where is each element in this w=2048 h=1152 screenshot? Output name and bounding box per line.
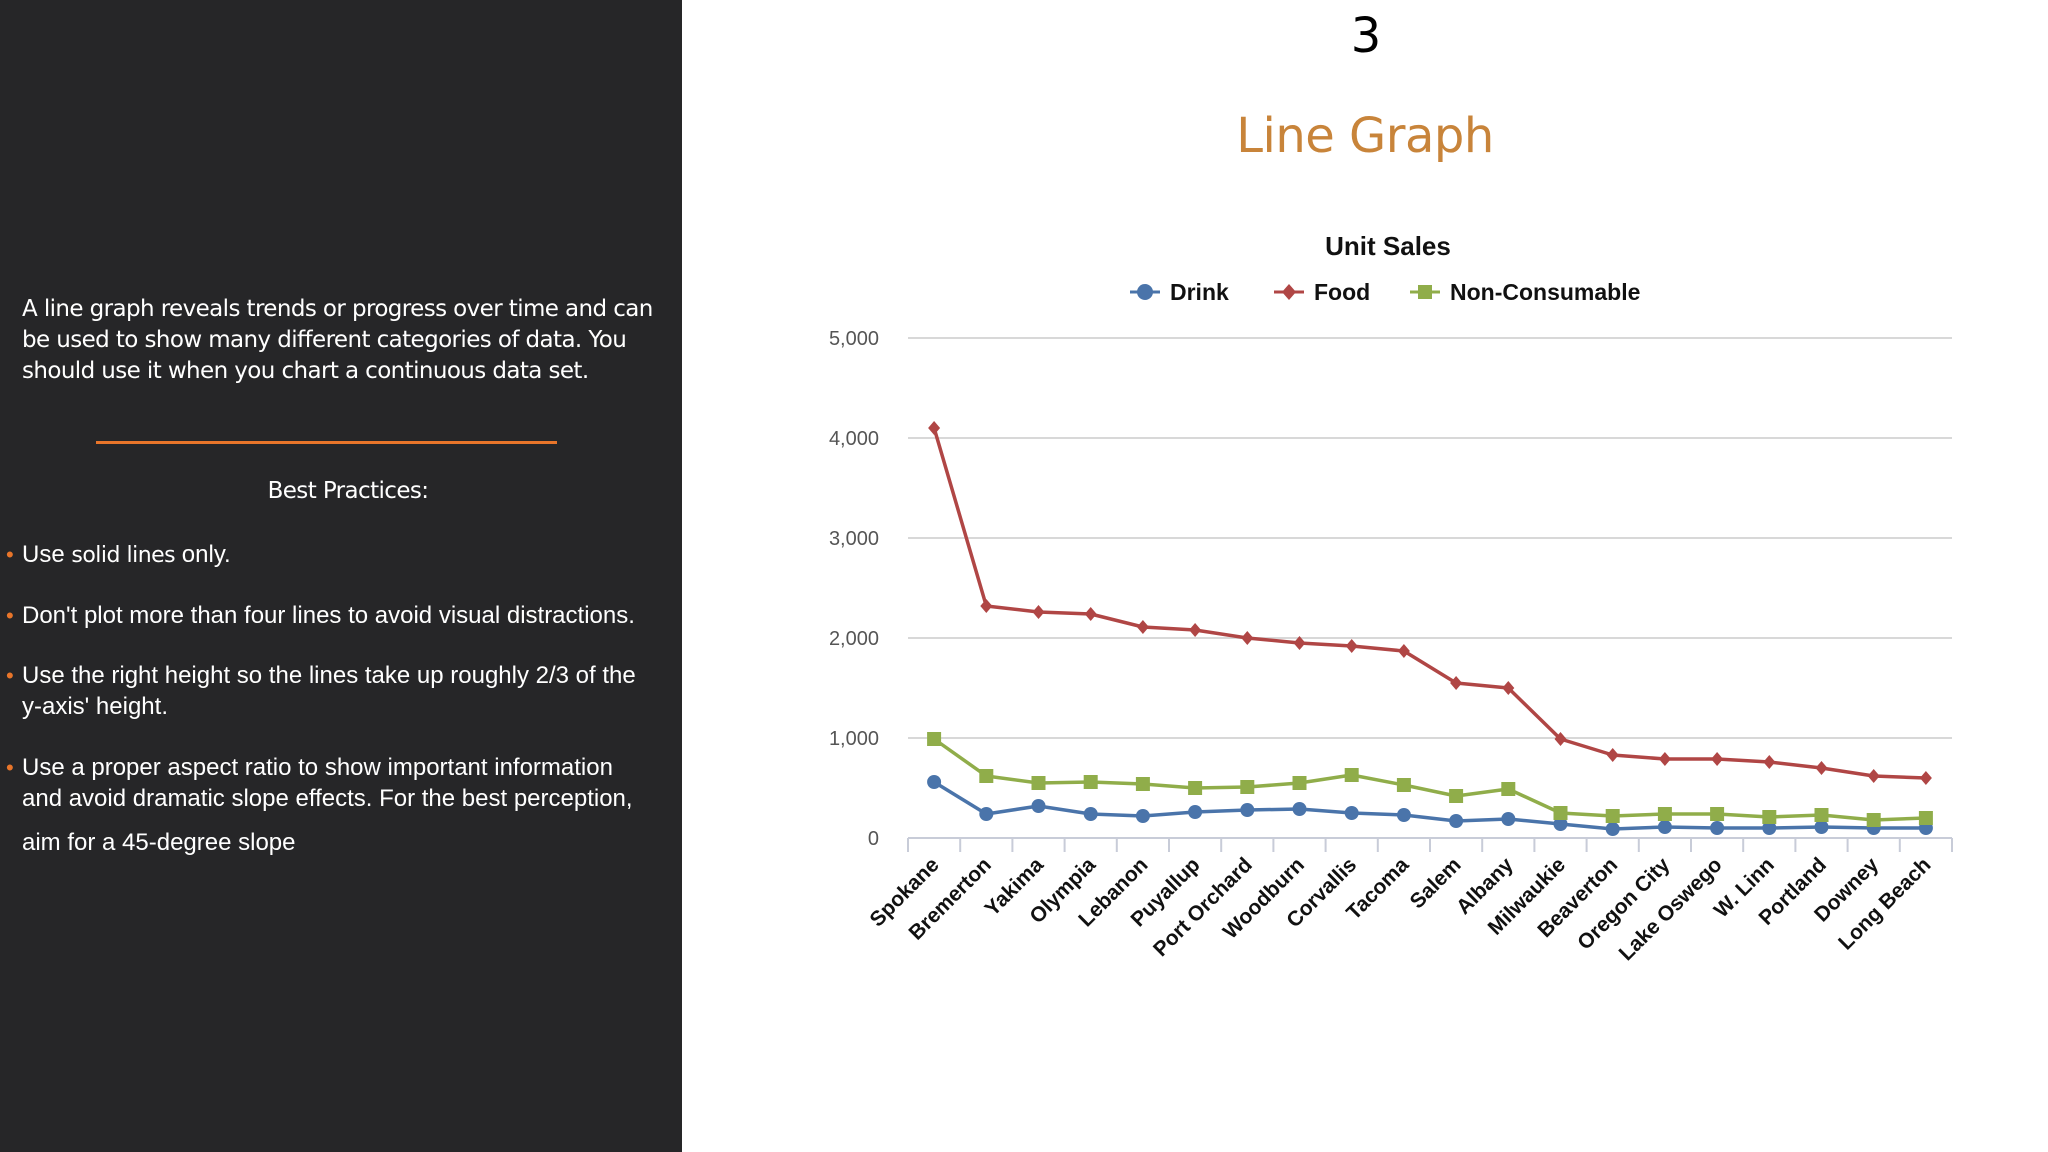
- data-point-food: [1502, 681, 1515, 695]
- x-tick-label: Long Beach: [1834, 853, 1935, 954]
- data-point-non-consumable: [1344, 768, 1359, 782]
- data-point-food: [1345, 639, 1358, 653]
- bullet-dot-icon: •: [6, 603, 14, 628]
- legend-label: Drink: [1170, 279, 1229, 305]
- data-point-food: [928, 421, 941, 435]
- data-point-food: [1554, 732, 1567, 746]
- data-point-food: [1450, 676, 1463, 690]
- data-point-non-consumable: [1657, 807, 1672, 821]
- legend-label: Non-Consumable: [1450, 279, 1640, 305]
- data-point-food: [1919, 771, 1932, 785]
- data-point-food: [1189, 623, 1202, 637]
- bullet-text: Use a proper aspect ratio to show import…: [22, 754, 613, 781]
- data-point-non-consumable: [1031, 776, 1046, 790]
- data-point-non-consumable: [1292, 776, 1307, 790]
- data-point-non-consumable: [1083, 775, 1098, 789]
- data-point-food: [1241, 631, 1254, 645]
- bullet-text: and avoid dramatic slope effects. For th…: [22, 785, 633, 812]
- divider-line: [96, 441, 557, 444]
- bullet-solid-lines: • Use solid lines only.: [6, 539, 662, 571]
- data-point-drink: [1240, 803, 1255, 817]
- y-tick-label: 4,000: [829, 428, 879, 450]
- legend-marker-1: [1282, 284, 1296, 300]
- best-practices-heading: Best Practices:: [267, 478, 429, 504]
- bullet-four-lines: • Don't plot more than four lines to avo…: [6, 600, 662, 631]
- data-point-drink: [1396, 808, 1411, 822]
- data-point-non-consumable: [1553, 806, 1568, 820]
- data-point-food: [1293, 636, 1306, 650]
- series-line-drink: [933, 780, 1926, 831]
- line-chart: Unit Sales Drink Food Non-Consumable 0 1,000 2…: [829, 231, 1953, 965]
- data-point-food: [1658, 752, 1671, 766]
- data-point-non-consumable: [1918, 811, 1933, 825]
- data-point-non-consumable: [1762, 810, 1777, 824]
- bullet-text: aim for a 45-degree slope: [22, 829, 296, 856]
- bullet-text: y-axis' height.: [22, 693, 168, 720]
- data-point-drink: [1710, 821, 1725, 835]
- data-point-non-consumable: [1240, 780, 1255, 794]
- legend-marker-0: [1137, 284, 1153, 300]
- data-point-drink: [1814, 820, 1829, 834]
- data-point-non-consumable: [927, 732, 942, 746]
- data-point-food: [1606, 748, 1619, 762]
- data-point-drink: [1031, 799, 1046, 813]
- bullet-emphasis: solid lines: [71, 543, 176, 568]
- data-point-food: [980, 599, 993, 613]
- data-point-food: [1397, 644, 1410, 658]
- slide-title: Line Graph: [1236, 108, 1494, 164]
- data-point-non-consumable: [1814, 808, 1829, 822]
- data-point-drink: [1083, 807, 1098, 821]
- data-point-drink: [1605, 822, 1620, 836]
- series-line-non-consumable: [933, 737, 1926, 822]
- slide-number: 3: [1350, 8, 1382, 64]
- intro-text: A line graph reveals trends or progress …: [22, 296, 653, 384]
- data-point-drink: [1344, 806, 1359, 820]
- data-point-non-consumable: [1135, 777, 1150, 791]
- data-point-food: [1084, 607, 1097, 621]
- data-point-non-consumable: [1605, 809, 1620, 823]
- data-point-food: [1867, 769, 1880, 783]
- data-point-non-consumable: [1501, 782, 1516, 796]
- data-point-drink: [1553, 817, 1568, 831]
- y-tick-label: 5,000: [829, 328, 879, 350]
- data-point-non-consumable: [1396, 778, 1411, 792]
- data-point-drink: [1292, 802, 1307, 816]
- chart-title: Unit Sales: [1325, 231, 1451, 261]
- series-line-food: [932, 427, 1926, 780]
- bullet-text: only.: [175, 541, 231, 568]
- data-point-drink: [927, 775, 942, 789]
- bullet-aspect-ratio: • Use a proper aspect ratio to show impo…: [6, 752, 662, 858]
- bullet-text: Don't plot more than four lines to avoid…: [22, 602, 635, 629]
- data-point-drink: [1657, 820, 1672, 834]
- data-point-non-consumable: [1188, 781, 1203, 795]
- y-tick-label: 2,000: [829, 628, 879, 650]
- y-tick-label: 0: [868, 828, 879, 850]
- data-point-food: [1032, 605, 1045, 619]
- bullet-right-height: • Use the right height so the lines take…: [6, 660, 662, 722]
- bullet-text: Use the right height so the lines take u…: [22, 662, 636, 689]
- bullet-dot-icon: •: [6, 542, 14, 567]
- legend-marker-2: [1418, 285, 1432, 299]
- data-point-food: [1763, 755, 1776, 769]
- data-point-drink: [1188, 805, 1203, 819]
- y-tick-label: 1,000: [829, 728, 879, 750]
- data-point-drink: [1762, 821, 1777, 835]
- data-point-food: [1136, 620, 1149, 634]
- data-point-drink: [979, 807, 994, 821]
- data-point-non-consumable: [979, 769, 994, 783]
- data-point-drink: [1449, 814, 1464, 828]
- data-point-food: [1815, 761, 1828, 775]
- data-point-food: [1711, 752, 1724, 766]
- bullet-dot-icon: •: [6, 755, 14, 780]
- y-tick-label: 3,000: [829, 528, 879, 550]
- bullet-dot-icon: •: [6, 663, 14, 688]
- legend-label: Food: [1314, 279, 1370, 305]
- bullet-text: Use: [22, 541, 72, 568]
- left-panel: A line graph reveals trends or progress …: [0, 0, 682, 1152]
- data-point-non-consumable: [1449, 789, 1464, 803]
- data-point-non-consumable: [1710, 807, 1725, 821]
- data-point-drink: [1135, 809, 1150, 823]
- data-point-drink: [1501, 812, 1516, 826]
- data-point-non-consumable: [1866, 813, 1881, 827]
